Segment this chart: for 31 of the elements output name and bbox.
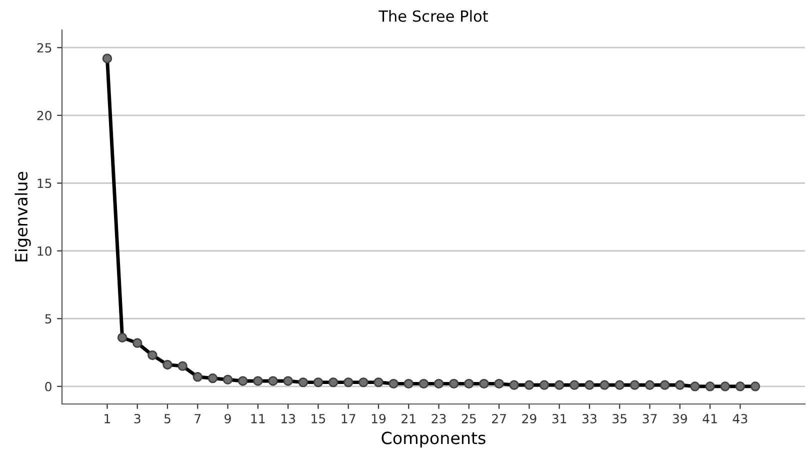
x-tick-label: 17	[342, 414, 356, 424]
x-tick-label: 35	[612, 414, 626, 424]
y-axis-title: Eigenvalue	[14, 172, 31, 262]
x-tick-label: 33	[582, 414, 596, 424]
x-tick-label: 39	[672, 414, 687, 424]
x-tick-label: 21	[402, 414, 416, 424]
x-tick-label: 31	[552, 414, 566, 424]
x-tick-label: 5	[164, 414, 170, 424]
x-tick-label: 11	[251, 414, 265, 424]
x-axis-title: Components	[382, 432, 486, 448]
x-tick-label: 13	[281, 414, 296, 424]
x-tick-label: 9	[224, 414, 231, 424]
x-tick-label: 29	[522, 414, 536, 424]
x-tick-label: 25	[462, 414, 476, 424]
y-tick-label: 5	[45, 314, 52, 324]
x-tick-label: 15	[312, 414, 326, 424]
y-tick-label: 15	[38, 178, 52, 188]
x-tick-label: 1	[104, 414, 110, 424]
y-tick-label: 25	[37, 43, 52, 53]
x-tick-label: 41	[702, 414, 717, 424]
x-tick-label: 7	[194, 414, 201, 424]
x-tick-label: 27	[492, 414, 506, 424]
x-tick-label: 19	[372, 414, 386, 424]
x-tick-label: 43	[732, 414, 748, 424]
x-tick-label: 37	[642, 414, 657, 424]
y-tick-label: 10	[38, 246, 52, 256]
x-tick-label: 3	[134, 414, 140, 424]
x-tick-label: 23	[432, 414, 446, 424]
y-tick-label: 0	[45, 382, 52, 392]
y-tick-label: 20	[37, 110, 52, 120]
chart-title: The Scree Plot	[378, 10, 488, 22]
